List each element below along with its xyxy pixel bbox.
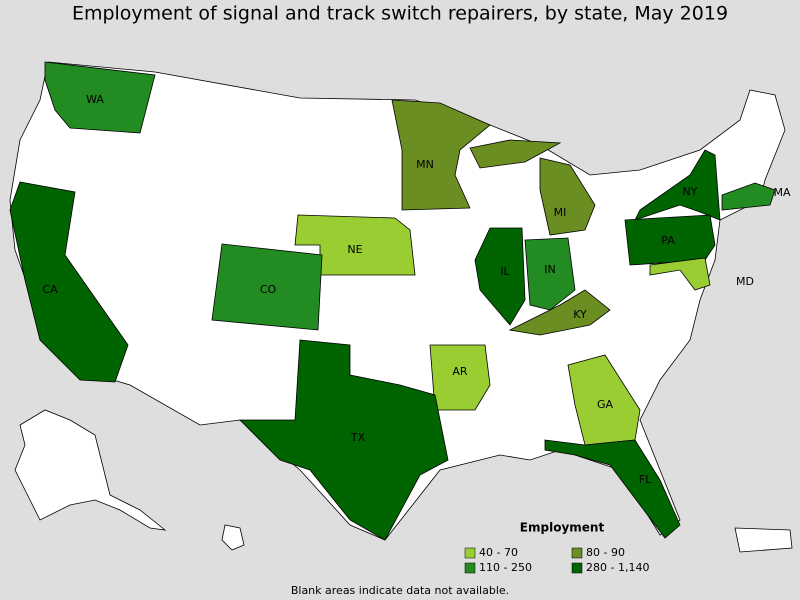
legend-swatch xyxy=(571,562,583,574)
state-shape xyxy=(624,214,716,266)
state-shape xyxy=(44,61,156,134)
state-shape xyxy=(544,439,681,539)
state-label: IL xyxy=(500,265,510,278)
state-shape xyxy=(239,339,449,541)
legend-label: 280 - 1,140 xyxy=(586,561,649,574)
state-shape xyxy=(469,139,562,169)
alaska xyxy=(14,409,167,531)
legend-swatch xyxy=(571,547,583,559)
state-label: WA xyxy=(86,93,104,106)
legend-swatch xyxy=(464,547,476,559)
state-shape xyxy=(524,237,576,311)
puerto-rico xyxy=(734,527,793,553)
state-label: MN xyxy=(416,158,434,171)
state-label: NE xyxy=(347,243,362,256)
state-shape xyxy=(721,182,776,211)
state-label: CO xyxy=(260,283,277,296)
state-label: AR xyxy=(452,365,468,378)
state-shape xyxy=(649,257,711,291)
state-label: MI xyxy=(554,206,567,219)
map-title: Employment of signal and track switch re… xyxy=(72,3,728,25)
state-shape xyxy=(9,181,129,383)
state-shape xyxy=(539,157,596,236)
state-label: FL xyxy=(639,473,652,486)
state-label: NY xyxy=(683,185,698,198)
legend-label: 110 - 250 xyxy=(479,561,532,574)
state-shape xyxy=(634,149,721,221)
legend-title: Employment xyxy=(520,521,605,535)
state-label: GA xyxy=(597,398,614,411)
state-label: CA xyxy=(42,283,58,296)
state-label: IN xyxy=(544,263,555,276)
state-label: MA xyxy=(773,186,790,199)
hawaii xyxy=(221,524,245,551)
legend-swatch xyxy=(464,562,476,574)
state-label: TX xyxy=(350,431,366,444)
legend-label: 40 - 70 xyxy=(479,546,518,559)
state-shape xyxy=(508,289,611,336)
state-label: PA xyxy=(661,234,675,247)
legend-label: 80 - 90 xyxy=(586,546,625,559)
state-shape xyxy=(294,214,416,276)
state-label: KY xyxy=(573,308,587,321)
state-shape xyxy=(474,227,526,326)
state-label: MD xyxy=(736,275,754,288)
footnote: Blank areas indicate data not available. xyxy=(291,584,509,597)
state-shape xyxy=(211,243,323,331)
state-shape xyxy=(391,99,491,211)
